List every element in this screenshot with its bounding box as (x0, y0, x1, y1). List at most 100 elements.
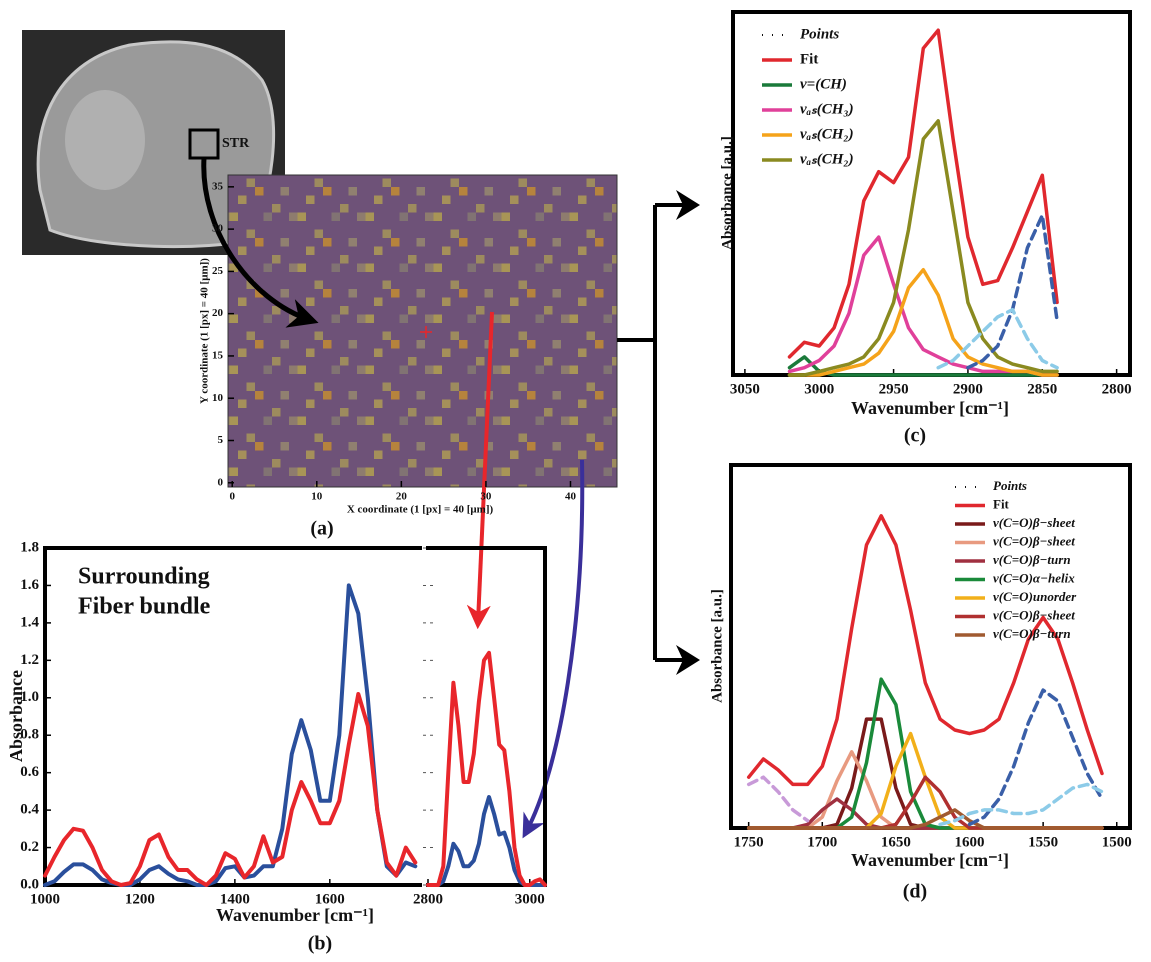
x-tick-label: 1600 (315, 891, 345, 907)
series-line (936, 307, 1059, 370)
cursor (420, 326, 432, 338)
x-tick-label: 1700 (807, 834, 837, 850)
y-tick-label: 0.4 (20, 802, 39, 818)
x-tick-label: 0 (229, 491, 235, 503)
x-axis-label: Wavenumber [cm⁻¹] (851, 398, 1009, 418)
brain-region (65, 90, 145, 190)
series-line (787, 119, 1059, 377)
axis-frame (43, 546, 422, 887)
y-tick-label: 1.2 (20, 652, 39, 668)
series-line (746, 808, 1104, 830)
y-tick-label: 30 (212, 223, 224, 235)
y-tick-label: 0.6 (20, 764, 39, 780)
panel-label: (c) (904, 425, 926, 447)
series-line (746, 775, 810, 823)
y-tick-label: 10 (212, 392, 224, 404)
series-line (787, 355, 1059, 377)
legend-label: νₐₛ(CH₃) (800, 101, 854, 117)
x-tick-label: 1500 (1102, 834, 1132, 850)
y-tick-label: 5 (218, 434, 224, 446)
x-tick-label: 1600 (955, 834, 985, 850)
series-line (967, 688, 1104, 827)
series-line (746, 514, 1104, 787)
x-tick-label: 1550 (1028, 834, 1058, 850)
x-tick-label: 3000 (804, 381, 834, 397)
x-tick-label: 30 (480, 491, 492, 503)
x-tick-label: 10 (311, 491, 323, 503)
legend-label: Points (800, 26, 839, 42)
y-tick-label: 0.2 (20, 839, 39, 855)
panel-label: (a) (310, 518, 333, 540)
x-tick-label: 2900 (953, 381, 983, 397)
y-tick-label: 1.6 (20, 577, 39, 593)
panel-label: (d) (903, 881, 927, 903)
x-tick-label: 2850 (1027, 381, 1057, 397)
series-line (43, 692, 418, 887)
series-line (787, 267, 1059, 377)
legend-label: ν(C=O)β−turn (993, 626, 1071, 641)
legend-label: Surrounding (78, 564, 210, 590)
x-tick-label: 2800 (1102, 381, 1132, 397)
series-line (43, 583, 418, 887)
arrow (201, 157, 319, 328)
legend-label: Points (993, 478, 1027, 493)
legend-label: Fit (800, 51, 818, 67)
x-axis-label: Wavenumber [cm⁻¹] (216, 905, 374, 925)
series-line (966, 213, 1059, 370)
x-tick-label: 1000 (30, 891, 60, 907)
y-tick-label: 0.0 (20, 876, 39, 892)
legend-label: Fiber bundle (78, 594, 211, 620)
x-tick-label: 20 (396, 491, 408, 503)
region-label: STR (222, 136, 250, 151)
x-tick-label: 3000 (515, 891, 545, 907)
x-tick-label: 2950 (879, 381, 909, 397)
panel-label: (b) (308, 933, 332, 955)
series-line (938, 782, 1104, 827)
y-tick-label: 1.4 (20, 614, 39, 630)
bracket (617, 203, 688, 662)
series-line (787, 235, 1059, 377)
x-tick-label: 40 (565, 491, 577, 503)
y-tick-label: 0.8 (20, 727, 39, 743)
y-axis-label: Y coordinate (1 [px] = 40 [μm]) (199, 258, 211, 404)
legend-label: ν(C=O)α−helix (993, 570, 1075, 585)
y-axis-label: Absorbance (6, 670, 26, 762)
arrow (522, 459, 585, 839)
y-tick-label: 35 (212, 180, 224, 192)
axis-frame (729, 463, 1132, 830)
arrow (466, 311, 494, 630)
heatmap-image (227, 174, 618, 488)
y-tick-label: 20 (212, 307, 224, 319)
x-tick-label: 3050 (730, 381, 760, 397)
legend-label: ν(C=O)β−sheet (993, 533, 1075, 548)
legend-label: ν(C=O)β−turn (993, 552, 1071, 567)
legend-label: Fit (993, 496, 1010, 511)
legend-label: νₐₛ(CH₂) (800, 151, 854, 167)
y-tick-label: 15 (212, 349, 224, 361)
series-line (426, 650, 547, 887)
legend-label: ν(C=O)β−sheet (993, 607, 1075, 622)
x-axis-label: Wavenumber [cm⁻¹] (851, 850, 1009, 870)
x-axis-label: X coordinate (1 [px] = 40 [μm]) (347, 504, 494, 516)
x-tick-label: 1400 (220, 891, 250, 907)
y-tick-label: 25 (212, 265, 224, 277)
legend-label: ν=(CH) (800, 76, 847, 92)
y-tick-label: 1.8 (20, 539, 39, 555)
legend-label: νₐₛ(CH₂) (800, 126, 854, 142)
series-line (746, 731, 1104, 830)
y-tick-label: 1.0 (20, 689, 39, 705)
x-tick-label: 1750 (734, 834, 764, 850)
legend-label: ν(C=O)β−sheet (993, 515, 1075, 530)
y-axis-label: Absorbance [a.u.] (709, 589, 725, 703)
y-tick-label: 0 (218, 476, 224, 488)
x-tick-label: 1200 (125, 891, 155, 907)
y-axis-label: Absorbance [a.u.] (719, 136, 735, 250)
axis-frame (731, 10, 1132, 377)
arrowheads (676, 190, 700, 675)
series-line (787, 28, 1059, 359)
series-line (746, 750, 1104, 830)
x-tick-label: 1650 (881, 834, 911, 850)
legend-label: ν(C=O)unorder (993, 589, 1077, 604)
x-tick-label: 2800 (413, 891, 443, 907)
